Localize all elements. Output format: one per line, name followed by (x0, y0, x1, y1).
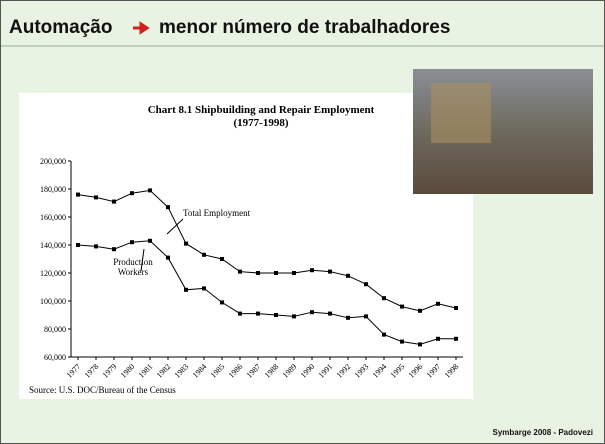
point (274, 271, 278, 275)
point (436, 302, 440, 306)
point (94, 244, 98, 248)
point (364, 282, 368, 286)
y-tick-label: 100,000 (40, 297, 66, 306)
slide-title: Automação (9, 17, 112, 38)
y-tick-label: 80,000 (44, 325, 66, 334)
point (400, 340, 404, 344)
point (220, 257, 224, 261)
point (112, 247, 116, 251)
point (400, 305, 404, 309)
point (310, 310, 314, 314)
point (94, 195, 98, 199)
point (328, 270, 332, 274)
point (238, 312, 242, 316)
point (328, 312, 332, 316)
point (112, 200, 116, 204)
point (454, 306, 458, 310)
point (202, 286, 206, 290)
point (130, 191, 134, 195)
point (382, 333, 386, 337)
point (184, 288, 188, 292)
point (274, 313, 278, 317)
point (346, 274, 350, 278)
y-tick-label: 140,000 (40, 241, 66, 250)
photo-detail (431, 83, 491, 143)
chart-title: Chart 8.1 Shipbuilding and Repair Employ… (148, 104, 375, 116)
arrow (133, 24, 147, 32)
point (418, 342, 422, 346)
point (148, 239, 152, 243)
point (292, 271, 296, 275)
point (166, 205, 170, 209)
point (382, 296, 386, 300)
point (256, 271, 260, 275)
y-tick-label: 120,000 (40, 269, 66, 278)
point (436, 337, 440, 341)
point (292, 314, 296, 318)
point (346, 316, 350, 320)
point (76, 193, 80, 197)
source: Source: U.S. DOC/Bureau of the Census (29, 385, 176, 395)
point (202, 253, 206, 257)
point (166, 256, 170, 260)
footer: Symbarge 2008 - Padovezi (493, 428, 594, 437)
y-tick-label: 60,000 (44, 353, 66, 362)
point (454, 337, 458, 341)
point (184, 242, 188, 246)
point (76, 243, 80, 247)
chart-subtitle: (1977-1998) (234, 117, 289, 129)
y-tick-label: 160,000 (40, 213, 66, 222)
point (256, 312, 260, 316)
slide: Automação menor número de trabalhadores … (0, 0, 605, 444)
point (148, 188, 152, 192)
y-tick-label: 200,000 (40, 157, 66, 166)
series-annotation: Total Employment (183, 208, 251, 218)
point (130, 240, 134, 244)
point (220, 300, 224, 304)
slide-title: menor número de trabalhadores (159, 17, 450, 38)
chart: Automação menor número de trabalhadores … (1, 1, 604, 443)
series-annotation: Production Workers (101, 257, 165, 277)
point (364, 314, 368, 318)
y-tick-label: 180,000 (40, 185, 66, 194)
point (418, 309, 422, 313)
point (310, 268, 314, 272)
point (238, 270, 242, 274)
